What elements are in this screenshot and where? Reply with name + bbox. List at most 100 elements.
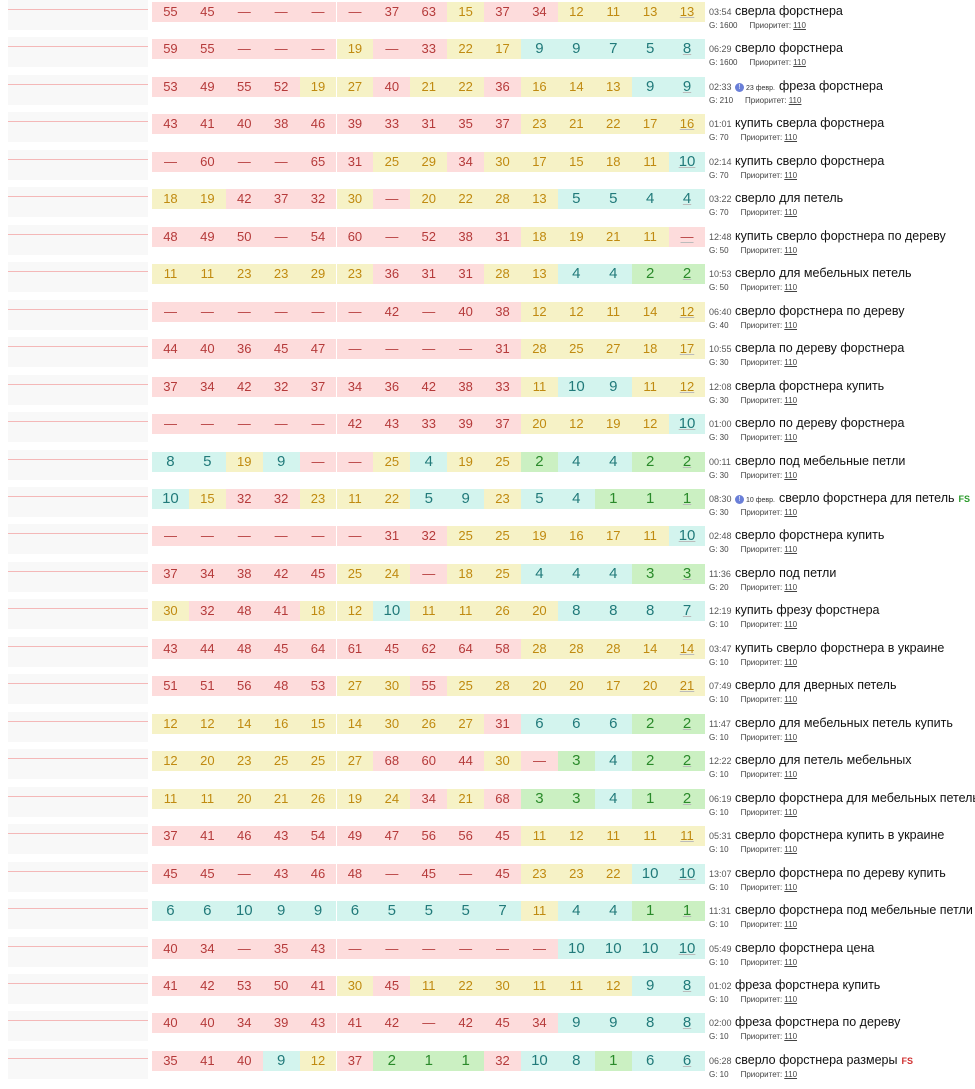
position-cell: 25 bbox=[484, 563, 521, 584]
position-cell: — bbox=[262, 301, 300, 322]
position-cell: 27 bbox=[447, 713, 485, 734]
position-cell: 2 bbox=[521, 451, 558, 472]
row-meta: G: 30 Приоритет: 110 bbox=[709, 433, 797, 442]
keyword-text: сверло форстнера для петель bbox=[778, 490, 955, 505]
g-value: G: 10 bbox=[709, 994, 729, 1004]
g-value: G: 40 bbox=[709, 320, 729, 330]
position-cell: 17 bbox=[594, 526, 632, 547]
position-cell: 27 bbox=[336, 751, 374, 772]
position-cell: 31 bbox=[484, 713, 521, 734]
position-cell: 48 bbox=[336, 863, 374, 884]
position-cell: 9 bbox=[557, 39, 595, 60]
position-cell: 11 bbox=[188, 788, 226, 809]
position-cell: 6 bbox=[188, 901, 226, 922]
position-cell: 63 bbox=[410, 2, 448, 22]
position-cell: 30 bbox=[484, 975, 521, 996]
position-cell: 19 bbox=[336, 788, 374, 809]
position-cell: 51 bbox=[152, 676, 189, 697]
position-cell: 42 bbox=[410, 376, 448, 397]
position-cell: 31 bbox=[336, 151, 374, 172]
position-cell: 31 bbox=[410, 264, 448, 285]
position-cell: 25 bbox=[373, 151, 411, 172]
sparkline bbox=[8, 37, 148, 68]
check-time: 13:07 bbox=[709, 868, 732, 879]
keyword-text: сверло форстнера для мебельных петель bbox=[735, 790, 975, 805]
position-cell: 35 bbox=[262, 938, 300, 959]
position-cell: 8 bbox=[631, 601, 669, 622]
position-cell: 25 bbox=[484, 526, 521, 547]
position-cell: 2 bbox=[631, 451, 669, 472]
row-meta: G: 10 Приоритет: 110 bbox=[709, 808, 797, 817]
check-time: 11:36 bbox=[709, 568, 731, 579]
priority-value: 110 bbox=[784, 245, 798, 255]
position-cell: 9 bbox=[594, 1013, 632, 1034]
g-value: G: 50 bbox=[709, 283, 729, 293]
check-time: 11:31 bbox=[709, 906, 731, 917]
keyword-text: сверло под мебельные петли bbox=[735, 453, 906, 468]
position-cell: 4 bbox=[594, 451, 632, 472]
position-cell: — bbox=[336, 526, 374, 547]
position-cell: 44 bbox=[447, 751, 485, 772]
position-cell: 2 bbox=[668, 751, 706, 772]
position-cell: 39 bbox=[336, 114, 374, 135]
position-cell: 51 bbox=[188, 676, 226, 697]
position-cell: 28 bbox=[594, 638, 632, 659]
position-cell: 9 bbox=[521, 39, 558, 60]
position-cell: — bbox=[152, 414, 189, 435]
position-cell: 34 bbox=[410, 788, 448, 809]
position-cell: 5 bbox=[521, 488, 558, 509]
priority-value: 110 bbox=[784, 695, 798, 705]
position-cell: 11 bbox=[336, 488, 374, 509]
position-cell: 50 bbox=[262, 975, 300, 996]
position-cell: — bbox=[225, 863, 263, 884]
position-cell: 45 bbox=[188, 863, 226, 884]
position-cell: 23 bbox=[521, 863, 558, 884]
position-cell: 12 bbox=[668, 301, 706, 322]
position-cell: 33 bbox=[373, 114, 411, 135]
position-cell: 10 bbox=[668, 863, 706, 884]
position-cell: 10 bbox=[668, 526, 706, 547]
position-cell: 43 bbox=[152, 114, 189, 135]
keyword-text: сверло форстнера bbox=[735, 41, 844, 56]
position-cell: 11 bbox=[594, 2, 632, 22]
position-cell: 53 bbox=[299, 676, 337, 697]
g-value: G: 30 bbox=[709, 358, 729, 368]
position-cell: 17 bbox=[521, 151, 558, 172]
position-cell: 8 bbox=[594, 601, 632, 622]
position-cell: 36 bbox=[373, 264, 411, 285]
g-value: G: 10 bbox=[709, 620, 729, 630]
position-cell: 47 bbox=[373, 826, 411, 847]
position-cell: 3 bbox=[557, 751, 595, 772]
priority-value: 110 bbox=[784, 770, 798, 780]
position-cell: 2 bbox=[668, 264, 706, 285]
check-time: 03:54 bbox=[709, 7, 732, 17]
position-cell: 40 bbox=[225, 114, 263, 135]
position-cell: 6 bbox=[594, 713, 632, 734]
keyword: сверло форстнера размеры FS bbox=[735, 1053, 913, 1067]
position-cell: 27 bbox=[336, 76, 374, 97]
position-cell: 21 bbox=[447, 788, 485, 809]
position-cell: 2 bbox=[631, 264, 669, 285]
keyword: сверло форстнера под мебельные петли bbox=[735, 903, 973, 917]
position-cell: 34 bbox=[521, 2, 558, 22]
position-cell: 13 bbox=[521, 189, 558, 210]
check-time: 02:48 bbox=[709, 531, 732, 542]
position-cell: 6 bbox=[336, 901, 374, 922]
keyword-text: сверло форстнера размеры bbox=[735, 1052, 898, 1067]
position-cell: 8 bbox=[668, 1013, 706, 1034]
position-cell: 19 bbox=[188, 189, 226, 210]
check-time: 02:00 bbox=[709, 1018, 732, 1029]
position-cell: 32 bbox=[262, 488, 300, 509]
sparkline bbox=[8, 486, 148, 517]
position-cell: 1 bbox=[594, 1050, 632, 1071]
position-cell: 9 bbox=[262, 451, 300, 472]
position-cell: 11 bbox=[521, 376, 558, 397]
keyword-text: купить сверло форстнера bbox=[735, 153, 885, 168]
position-cell: 13 bbox=[594, 76, 632, 97]
position-cell: 10 bbox=[594, 938, 632, 959]
g-value: G: 30 bbox=[709, 507, 729, 517]
position-cell: 36 bbox=[373, 376, 411, 397]
position-cell: 22 bbox=[373, 488, 411, 509]
sparkline bbox=[8, 1048, 148, 1079]
